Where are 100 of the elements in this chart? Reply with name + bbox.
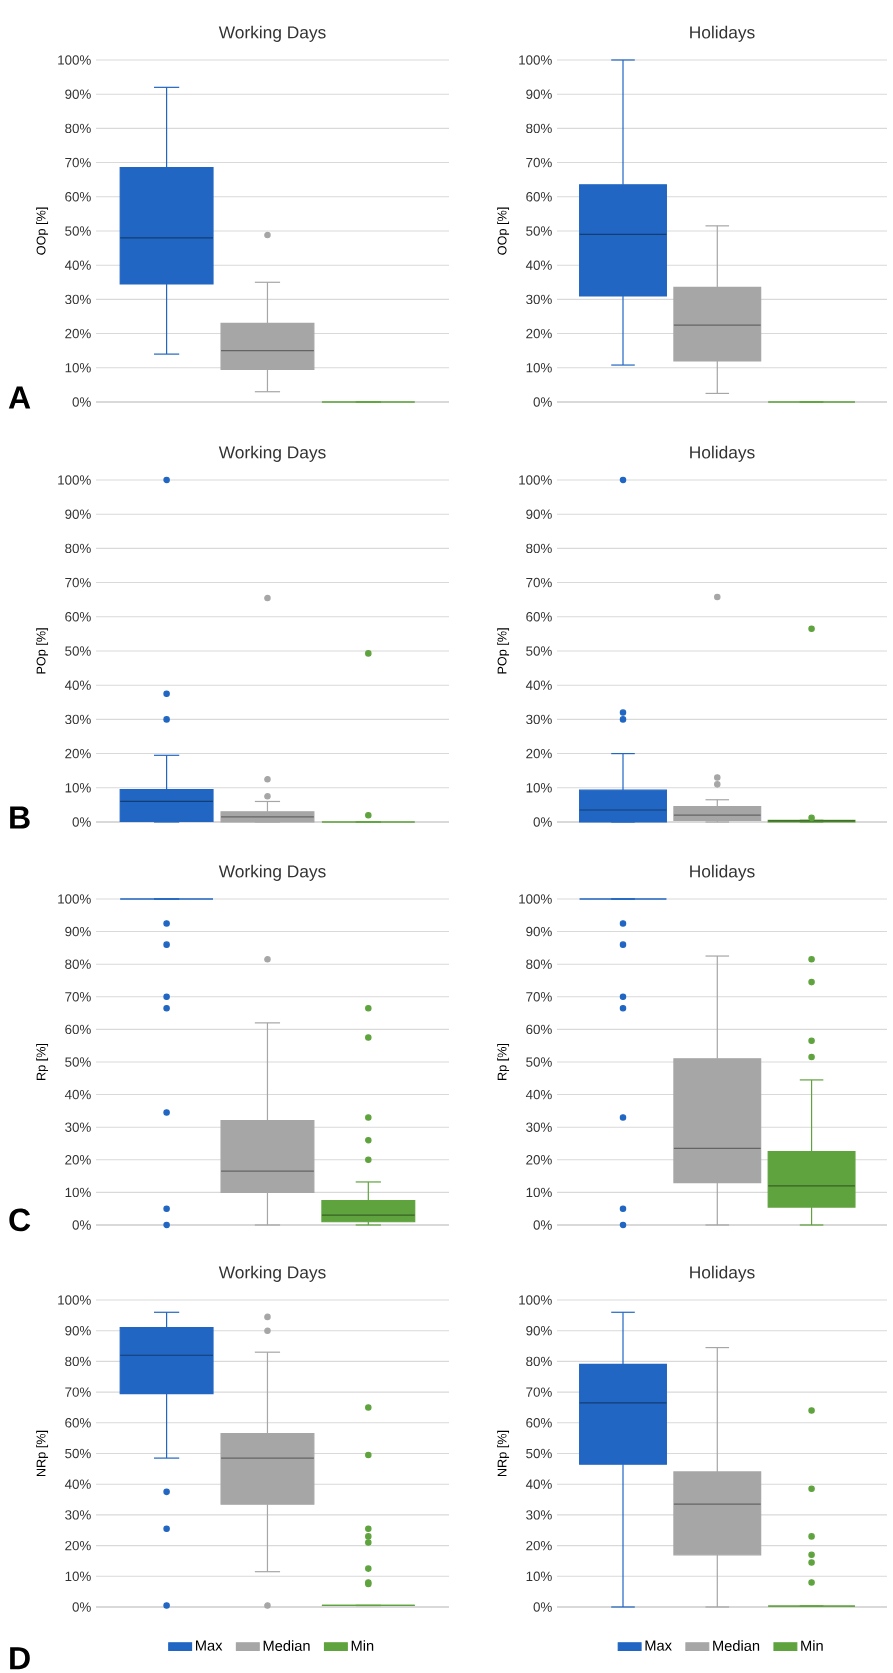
y-tick-label: 10% xyxy=(526,1571,552,1582)
y-tick-label: 90% xyxy=(526,1325,552,1336)
chart-title: Holidays xyxy=(690,25,755,42)
y-tick-label: 20% xyxy=(526,748,552,759)
y-tick-label: 50% xyxy=(65,646,91,656)
y-tick-label: 20% xyxy=(65,1155,91,1165)
y-tick-label: 50% xyxy=(526,1057,552,1067)
y-axis-title: POp [%] xyxy=(497,628,510,674)
y-tick-label: 70% xyxy=(65,577,91,588)
y-tick-label: 100% xyxy=(519,475,552,485)
y-tick-label: 20% xyxy=(526,1155,552,1165)
y-tick-label: 90% xyxy=(65,926,91,937)
y-tick-label: 20% xyxy=(65,748,91,759)
y-tick-label: 0% xyxy=(72,1220,91,1230)
y-tick-label: 80% xyxy=(65,543,91,554)
y-tick-label: 30% xyxy=(65,1510,91,1520)
y-tick-label: 60% xyxy=(65,1418,91,1428)
y-tick-label: 50% xyxy=(526,646,552,656)
chart-title: Holidays xyxy=(690,445,755,462)
text: D xyxy=(10,1647,30,1670)
y-tick-label: 10% xyxy=(65,1187,91,1198)
y-tick-label: 0% xyxy=(72,397,91,407)
legend-label: Max xyxy=(196,1640,223,1651)
y-tick-label: 40% xyxy=(64,1089,91,1100)
text: A xyxy=(8,386,31,409)
y-tick-label: 90% xyxy=(65,1325,91,1336)
legend-label: Median xyxy=(713,1640,760,1651)
y-tick-label: 70% xyxy=(526,992,552,1002)
y-tick-label: 100% xyxy=(58,475,91,485)
legend-label: Min xyxy=(351,1640,374,1651)
y-tick-label: 100% xyxy=(58,55,91,65)
y-tick-label: 60% xyxy=(526,1418,552,1428)
y-tick-label: 30% xyxy=(65,1122,91,1132)
y-tick-label: 90% xyxy=(65,509,91,519)
y-tick-label: 100% xyxy=(519,894,552,904)
y-tick-label: 30% xyxy=(526,1122,552,1132)
y-tick-label: 70% xyxy=(65,1387,91,1397)
y-tick-label: 70% xyxy=(526,157,552,168)
chart-title: Holidays xyxy=(690,1265,755,1282)
y-tick-label: 30% xyxy=(526,294,552,305)
y-tick-label: 40% xyxy=(64,1479,91,1489)
y-tick-label: 0% xyxy=(72,817,91,827)
y-tick-label: 0% xyxy=(72,1602,91,1612)
chart-title: Working Days xyxy=(218,25,326,42)
y-tick-label: 40% xyxy=(525,1089,552,1100)
text: C xyxy=(9,1208,31,1232)
y-tick-label: 50% xyxy=(65,1448,91,1459)
y-tick-label: 0% xyxy=(533,1602,552,1612)
y-tick-label: 70% xyxy=(526,577,552,588)
y-tick-label: 40% xyxy=(525,260,552,270)
y-tick-label: 10% xyxy=(65,783,91,793)
y-axis-title: Rp [%] xyxy=(36,1043,49,1080)
y-tick-label: 80% xyxy=(65,959,91,969)
y-tick-label: 100% xyxy=(58,1295,91,1305)
y-tick-label: 20% xyxy=(526,328,552,339)
y-tick-label: 10% xyxy=(526,363,552,373)
y-tick-label: 30% xyxy=(526,1510,552,1520)
y-tick-label: 30% xyxy=(526,714,552,725)
chart-title: Holidays xyxy=(690,864,755,881)
y-axis-title: OOp [%] xyxy=(36,207,49,255)
y-tick-label: 40% xyxy=(64,260,91,270)
y-tick-label: 40% xyxy=(64,680,91,690)
y-tick-label: 10% xyxy=(65,1571,91,1582)
y-tick-label: 50% xyxy=(526,226,552,236)
y-tick-label: 0% xyxy=(533,1220,552,1230)
y-tick-label: 40% xyxy=(525,680,552,690)
y-tick-label: 20% xyxy=(65,328,91,339)
chart-title: Working Days xyxy=(218,1265,326,1282)
y-axis-title: NRp [%] xyxy=(497,1430,510,1477)
y-tick-label: 70% xyxy=(65,992,91,1002)
y-tick-label: 70% xyxy=(65,157,91,168)
y-tick-label: 0% xyxy=(533,817,552,827)
y-tick-label: 10% xyxy=(526,783,552,793)
y-tick-label: 50% xyxy=(526,1448,552,1459)
legend-label: Median xyxy=(263,1640,310,1651)
y-tick-label: 100% xyxy=(519,55,552,65)
y-tick-label: 60% xyxy=(526,192,552,202)
y-tick-label: 30% xyxy=(65,714,91,725)
y-axis-title: POp [%] xyxy=(36,628,49,674)
y-tick-label: 100% xyxy=(519,1295,552,1305)
y-tick-label: 10% xyxy=(526,1187,552,1198)
y-tick-label: 60% xyxy=(65,612,91,622)
legend-label: Max xyxy=(645,1640,672,1651)
y-tick-label: 60% xyxy=(526,1024,552,1035)
y-tick-label: 90% xyxy=(65,89,91,99)
y-tick-label: 80% xyxy=(65,1356,91,1367)
y-tick-label: 10% xyxy=(65,363,91,373)
y-tick-label: 60% xyxy=(526,612,552,622)
y-tick-label: 80% xyxy=(65,123,91,134)
y-tick-label: 40% xyxy=(525,1479,552,1489)
text: B xyxy=(10,806,30,829)
y-tick-label: 90% xyxy=(526,89,552,99)
y-tick-label: 20% xyxy=(526,1540,552,1551)
y-tick-label: 30% xyxy=(65,294,91,305)
y-tick-label: 90% xyxy=(526,926,552,937)
y-tick-label: 50% xyxy=(65,1057,91,1067)
y-tick-label: 90% xyxy=(526,509,552,519)
y-tick-label: 80% xyxy=(526,959,552,969)
y-axis-title: NRp [%] xyxy=(36,1430,49,1477)
y-tick-label: 50% xyxy=(65,226,91,236)
